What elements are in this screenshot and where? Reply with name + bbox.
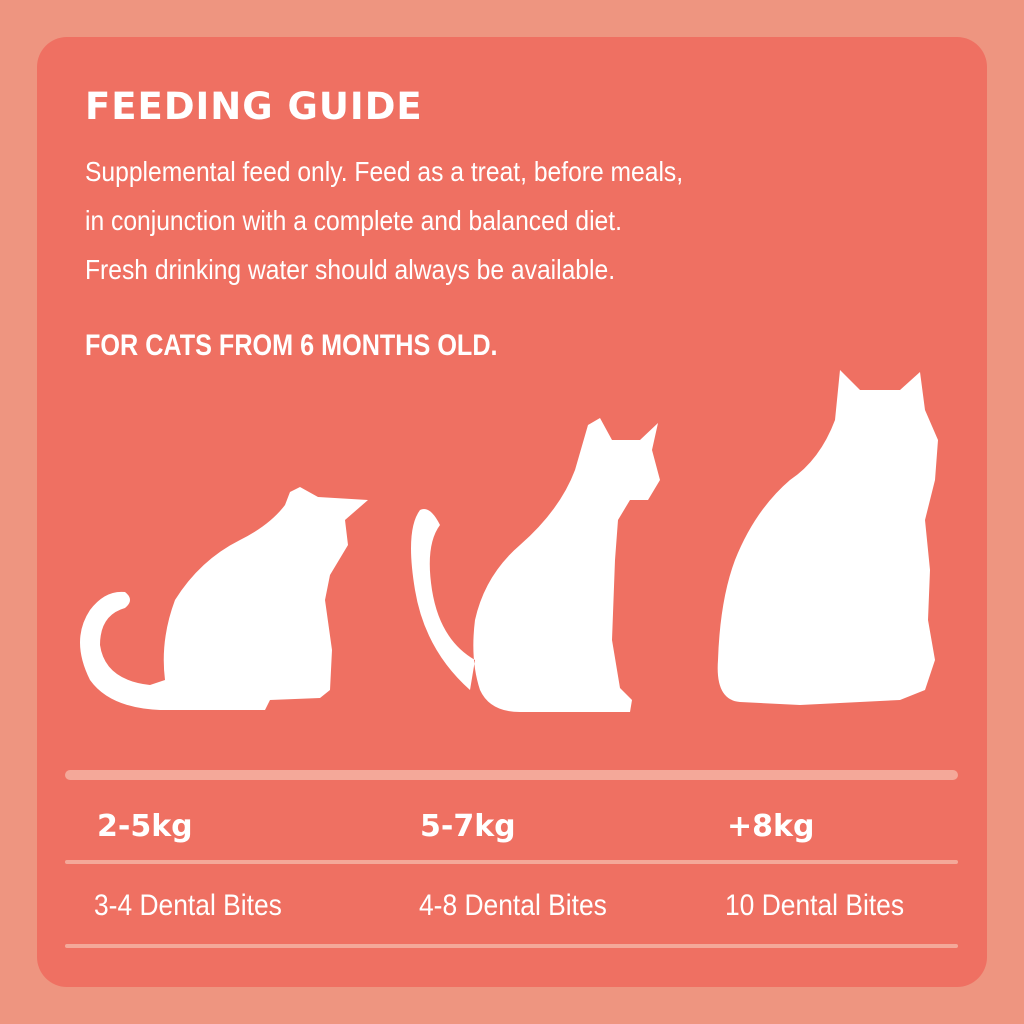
row-divider <box>65 860 958 864</box>
amount-label: 4-8 Dental Bites <box>419 889 607 922</box>
description: Supplemental feed only. Feed as a treat,… <box>85 147 683 294</box>
age-note: FOR CATS FROM 6 MONTHS OLD. <box>85 329 498 362</box>
page-title: FEEDING GUIDE <box>85 85 423 128</box>
feeding-guide-card: FEEDING GUIDE Supplemental feed only. Fe… <box>37 37 987 987</box>
weight-label: 2-5kg <box>97 809 193 844</box>
amount-label: 10 Dental Bites <box>725 889 905 922</box>
description-line: Supplemental feed only. Feed as a treat,… <box>85 156 684 187</box>
description-line: in conjunction with a complete and balan… <box>85 205 622 236</box>
cat-illustrations <box>80 370 938 712</box>
weight-label: 5-7kg <box>420 809 516 844</box>
table-bottom-divider <box>65 944 958 948</box>
weight-label: +8kg <box>727 809 815 844</box>
amount-label: 3-4 Dental Bites <box>94 889 282 922</box>
table-top-divider <box>65 770 958 780</box>
cat-silhouette-icon <box>411 418 660 712</box>
large-cat-silhouette-icon <box>717 370 938 705</box>
description-line: Fresh drinking water should always be av… <box>85 254 616 285</box>
kitten-silhouette-icon <box>80 487 368 710</box>
